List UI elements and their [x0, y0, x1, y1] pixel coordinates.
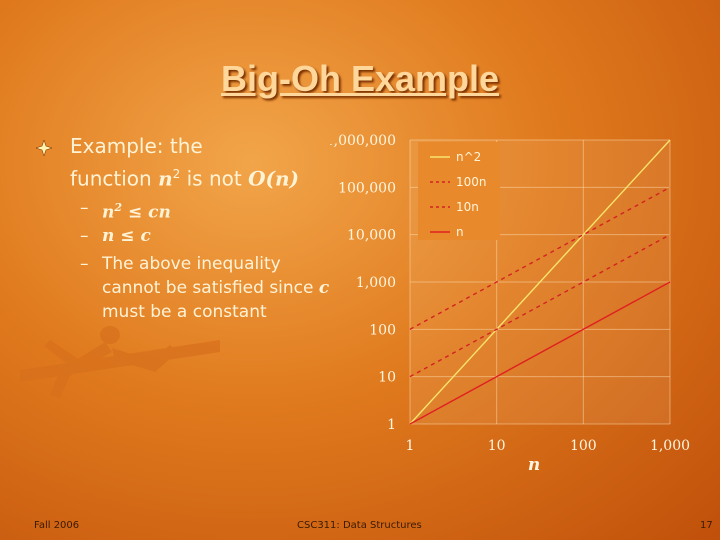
y-tick-label: 10: [378, 370, 396, 386]
x-tick-label: 10: [488, 438, 506, 454]
sub-dash: –: [80, 198, 89, 218]
main-bullet: Example: the function n2 is not O(n): [70, 132, 370, 193]
footer-course: CSC311: Data Structures: [297, 520, 422, 531]
sub-dash: –: [80, 254, 89, 274]
sub-bullet-1: – n2 ≤ cn: [80, 196, 330, 225]
chart-series: [409, 139, 671, 425]
sub-bullet-3: – The above inequality cannot be satisfi…: [80, 252, 330, 324]
y-tick-label: 1: [387, 417, 396, 433]
bullet-line2-prefix: function: [70, 166, 159, 191]
legend-label: 10n: [456, 200, 479, 214]
legend-label: n^2: [456, 150, 481, 164]
footer-page-number: 17: [700, 520, 713, 531]
y-tick-label: 1,000: [356, 275, 396, 291]
complexity-chart: 1 10 100 1,000 10,000 100,000 1,000,000 1 10 100 1…: [330, 133, 690, 475]
bullet-line2-mid: is not: [180, 166, 249, 191]
sub1-exponent: 2: [114, 201, 123, 214]
slide-title: Big-Oh Example: [220, 58, 500, 99]
series-line-n-squared: [409, 139, 671, 425]
sub2-text: n ≤ c: [102, 226, 151, 246]
bullet-exponent: 2: [172, 167, 181, 181]
bullet-big-o: O(n): [248, 166, 299, 191]
x-axis-label: n: [528, 455, 540, 475]
legend-label: 100n: [456, 175, 487, 189]
bullet-n: n: [158, 166, 173, 191]
sub3-text2: must be a constant: [102, 302, 267, 322]
x-tick-label: 1: [406, 438, 415, 454]
star-bullet-icon: [36, 140, 52, 156]
chart-ticks: 1 10 100 1,000 10,000 100,000 1,000,000 1 10 100 1…: [330, 133, 690, 454]
legend-box: [418, 142, 500, 240]
series-line-n: [409, 281, 671, 425]
sub3-text: The above inequality cannot be satisfied…: [102, 254, 319, 298]
sub1-n: n: [102, 202, 115, 223]
series-line-hundred-n: [409, 186, 671, 330]
bullet-line1: Example: the: [70, 134, 203, 158]
sub3-c: c: [318, 278, 330, 298]
sub-dash: –: [80, 226, 89, 246]
y-tick-label: 1,000,000: [330, 133, 396, 149]
x-tick-label: 100: [570, 438, 597, 454]
x-tick-label: 1,000: [650, 438, 690, 454]
footer-date: Fall 2006: [34, 520, 80, 531]
chart-legend: n^2 100n 10n n: [418, 142, 500, 240]
legend-label: n: [456, 225, 464, 239]
y-tick-label: 100: [369, 322, 396, 338]
y-tick-label: 10,000: [347, 228, 396, 244]
series-line-ten-n: [409, 234, 671, 378]
sprinter-clipart: [20, 326, 220, 398]
sub1-rest: ≤ cn: [122, 202, 171, 223]
y-tick-label: 100,000: [338, 180, 396, 196]
sub-bullet-2: – n ≤ c: [80, 224, 330, 248]
